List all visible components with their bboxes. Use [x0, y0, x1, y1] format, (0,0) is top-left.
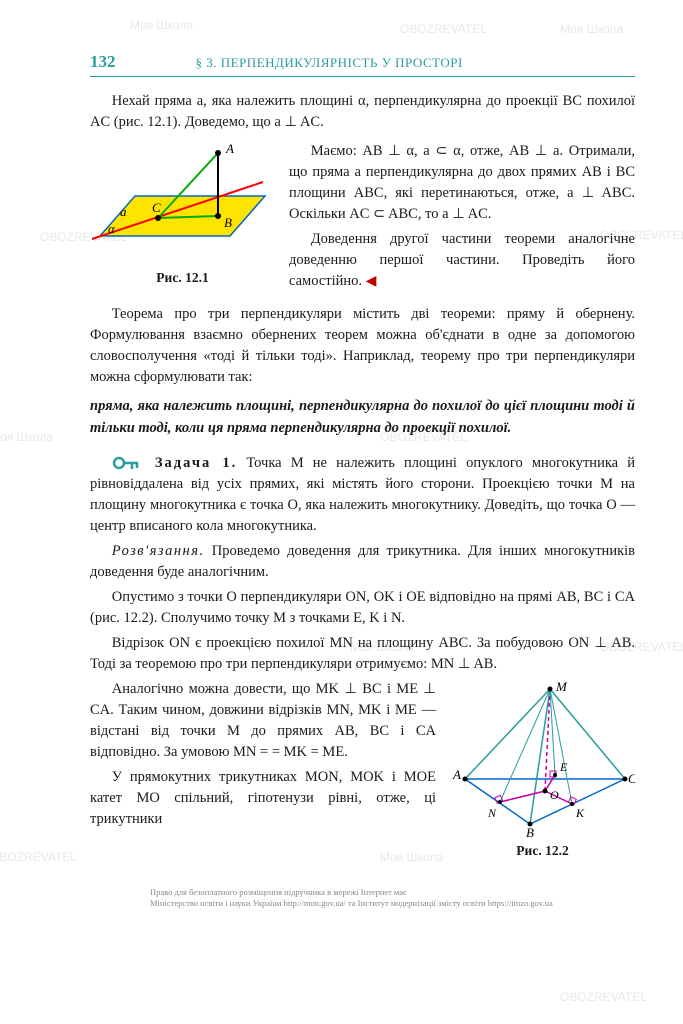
edge-on — [500, 791, 545, 802]
paragraph: Відрізок ON є проекцією похилої MN на пл… — [90, 633, 635, 675]
figure-1: A B C a α Рис. 12.1 — [90, 141, 275, 296]
page-header: 132 § 3. ПЕРПЕНДИКУЛЯРНІСТЬ У ПРОСТОРІ — [90, 52, 635, 72]
point-e — [553, 773, 557, 777]
label-b2: B — [526, 825, 534, 839]
footer-line-2: Міністерство освіти і науки України http… — [150, 898, 635, 909]
solution-label: Розв'язання. — [112, 543, 205, 559]
point-k — [570, 802, 574, 806]
paragraph: Теорема про три перпендикуляри містить д… — [90, 304, 635, 388]
paragraph: Нехай пряма a, яка належить площині α, п… — [90, 91, 635, 133]
key-icon — [112, 455, 140, 471]
label-m: M — [555, 679, 568, 694]
section-title: § 3. ПЕРПЕНДИКУЛЯРНІСТЬ У ПРОСТОРІ — [196, 55, 463, 71]
text-column: Аналогічно можна довести, що MK ⊥ BC і M… — [90, 679, 436, 859]
figure-text-row-2: Аналогічно можна довести, що MK ⊥ BC і M… — [90, 679, 635, 859]
label-b: B — [224, 215, 232, 230]
point-n — [498, 800, 502, 804]
point-o — [543, 788, 548, 793]
solution-paragraph: Розв'язання. Проведемо доведення для три… — [90, 541, 635, 583]
paragraph: Доведення другої частини теореми аналогі… — [289, 229, 635, 292]
point-c — [155, 215, 161, 221]
label-e: E — [559, 760, 568, 774]
label-k: K — [575, 806, 585, 820]
label-alpha: α — [108, 221, 116, 236]
problem-paragraph: Задача 1. Точка M не належить площині оп… — [90, 453, 635, 537]
figure-text-row: A B C a α Рис. 12.1 Маємо: AB ⊥ α, a ⊂ α… — [90, 141, 635, 296]
page-number: 132 — [90, 52, 116, 72]
label-c: C — [152, 200, 161, 215]
fig-12-1-svg: A B C a α — [90, 141, 275, 266]
fig-12-2-svg: M A C B O N K E — [450, 679, 635, 839]
page-content: 132 § 3. ПЕРПЕНДИКУЛЯРНІСТЬ У ПРОСТОРІ Н… — [0, 0, 683, 939]
watermark: OBOZREVATEL — [560, 990, 647, 1004]
header-rule — [90, 76, 635, 77]
paragraph: Аналогічно можна довести, що MK ⊥ BC і M… — [90, 679, 436, 763]
end-mark-icon: ◀ — [366, 274, 377, 289]
point-a — [215, 150, 221, 156]
edge-mn — [500, 689, 550, 802]
paragraph: Маємо: AB ⊥ α, a ⊂ α, отже, AB ⊥ a. Отри… — [289, 141, 635, 225]
label-a: A — [225, 141, 234, 156]
footer-note: Право для безоплатного розміщення підруч… — [90, 887, 635, 909]
fig-2-caption: Рис. 12.2 — [450, 843, 635, 859]
paragraph: У прямокутних трикутниках MON, MOK і MOE… — [90, 767, 436, 830]
label-c2: C — [628, 771, 635, 786]
point-m — [548, 686, 553, 691]
label-o: O — [550, 788, 559, 802]
label-line-a: a — [120, 204, 127, 219]
paragraph: Опустимо з точки O перпендикуляри ON, OK… — [90, 587, 635, 629]
edge-ma — [465, 689, 550, 779]
point-c — [623, 776, 628, 781]
label-a2: A — [452, 767, 461, 782]
point-b — [215, 213, 221, 219]
theorem-italic: пряма, яка належить площині, перпендикул… — [90, 396, 635, 438]
point-a — [463, 776, 468, 781]
footer-line-1: Право для безоплатного розміщення підруч… — [150, 887, 635, 898]
label-n: N — [487, 806, 497, 820]
problem-label: Задача 1. — [155, 455, 237, 471]
text-column: Маємо: AB ⊥ α, a ⊂ α, отже, AB ⊥ a. Отри… — [289, 141, 635, 296]
edge-mb — [530, 689, 550, 824]
fig-1-caption: Рис. 12.1 — [90, 270, 275, 286]
figure-2: M A C B O N K E Рис. 12.2 — [450, 679, 635, 859]
